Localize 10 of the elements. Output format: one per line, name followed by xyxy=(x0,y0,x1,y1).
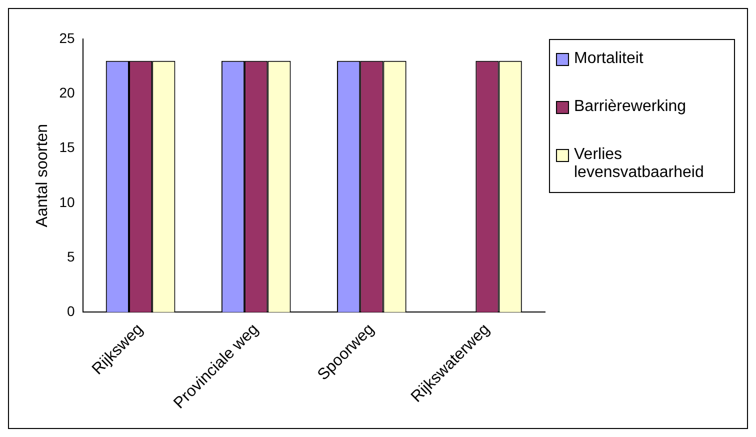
y-axis-title: Aantal soorten xyxy=(34,124,52,228)
legend-label: Barrièrewerking xyxy=(574,98,686,116)
y-tick-label: 0 xyxy=(66,303,75,320)
y-tick-label: 15 xyxy=(59,139,75,156)
y-tick-label: 25 xyxy=(59,30,75,46)
legend-label: Mortaliteit xyxy=(574,50,644,68)
y-tick-label: 5 xyxy=(66,248,75,264)
y-tick-label: 20 xyxy=(59,84,75,100)
legend-label: Verlies levensvatbaarheid xyxy=(574,146,705,182)
y-tick-label: 10 xyxy=(59,194,75,210)
